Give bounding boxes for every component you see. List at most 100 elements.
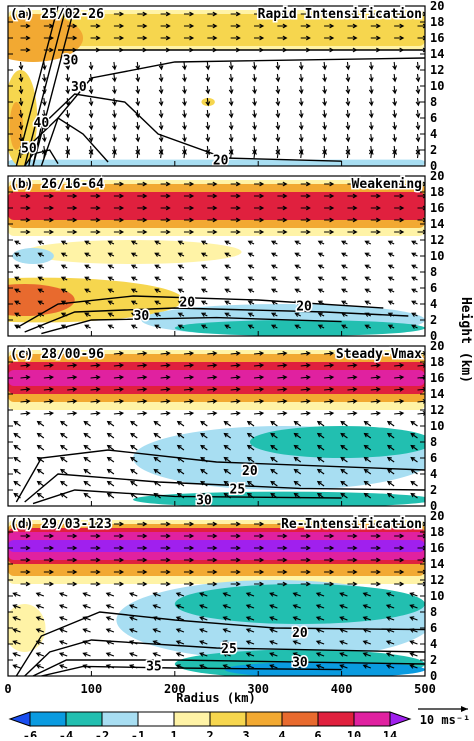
colorbar-label: 2: [206, 729, 213, 737]
wind-vector: [207, 387, 218, 392]
wind-vector: [177, 240, 185, 245]
wind-vector: [364, 252, 372, 257]
wind-vector: [207, 363, 218, 368]
wind-vector: [245, 652, 255, 657]
wind-vector: [137, 545, 148, 551]
wind-vector: [394, 399, 405, 404]
wind-vector: [392, 73, 398, 83]
wind-vector: [230, 569, 241, 575]
wind-vector: [230, 35, 241, 41]
wind-vector: [160, 217, 171, 223]
wind-vector: [277, 35, 288, 41]
wind-vector: [83, 456, 91, 463]
wind-vector: [137, 351, 148, 356]
contour-line: [32, 93, 342, 166]
wind-vector: [37, 240, 45, 245]
wind-vector: [322, 133, 327, 143]
wind-vector: [363, 456, 372, 463]
wind-vector: [177, 324, 185, 329]
wind-vector: [83, 492, 91, 499]
wind-vector: [43, 47, 55, 53]
wind-vector: [246, 444, 255, 451]
wind-vector: [12, 604, 21, 609]
wind-vector: [347, 351, 358, 356]
wind-vector: [300, 533, 311, 539]
wind-vector: [43, 533, 55, 539]
wind-vector: [392, 133, 398, 143]
wind-vector: [18, 97, 24, 107]
wind-vector: [300, 217, 311, 223]
wind-vector: [90, 387, 101, 392]
wind-vector: [298, 61, 304, 71]
colorbar-cell: [209, 711, 247, 727]
wind-vector: [300, 521, 311, 527]
wind-vector: [324, 11, 335, 17]
wind-vector: [84, 288, 91, 293]
wind-vector: [230, 581, 241, 587]
plot-area: 20 25 30 35: [8, 516, 425, 676]
wind-vector: [362, 592, 371, 597]
wind-vector: [223, 432, 231, 439]
wind-vector: [410, 492, 418, 499]
wind-vector: [392, 109, 398, 119]
wind-vector: [175, 604, 185, 609]
y-tick-label: 14: [430, 47, 444, 61]
wind-vector: [18, 61, 24, 71]
wind-vector: [20, 581, 31, 587]
wind-vector: [270, 312, 278, 317]
wind-vector: [294, 264, 301, 269]
wind-vector: [177, 264, 185, 269]
wind-vector: [246, 468, 255, 475]
wind-vector: [90, 581, 101, 587]
plot-area: 30 30 40 50 20: [8, 6, 425, 166]
wind-vector: [277, 557, 288, 563]
wind-vector: [207, 545, 218, 551]
wind-vector: [112, 133, 117, 143]
wind-vector: [183, 533, 195, 539]
wind-vector: [324, 387, 335, 392]
wind-vector: [245, 664, 255, 669]
wind-vector: [347, 569, 358, 575]
wind-vector: [246, 480, 255, 487]
wind-vector: [362, 604, 371, 609]
wind-vector: [160, 557, 171, 563]
wind-vector: [183, 375, 195, 380]
wind-vector: [43, 193, 55, 199]
wind-vector: [158, 61, 164, 71]
x-tick-label: 0: [4, 682, 11, 696]
colorbar-label: -2: [95, 729, 109, 737]
wind-vector: [253, 411, 265, 416]
wind-vector: [130, 456, 138, 463]
wind-vector: [253, 363, 265, 368]
wind-vector: [298, 133, 304, 143]
wind-vector: [277, 375, 288, 380]
wind-vector: [20, 181, 31, 187]
wind-vector: [67, 545, 78, 551]
wind-vector: [275, 145, 281, 155]
contour-line: [24, 473, 425, 503]
wind-vector: [300, 569, 311, 575]
wind-vector: [67, 35, 78, 41]
wind-vector: [293, 432, 302, 439]
wind-vector: [137, 35, 148, 41]
contour-line: [24, 307, 409, 333]
wind-vector: [368, 61, 374, 71]
wind-vector: [324, 229, 335, 235]
wind-vector: [315, 652, 325, 657]
panel: 20 25 30 (c) 28/00-96 Steady-Vmax 0 2 4 6 8 10 12 14…: [7, 339, 444, 513]
wind-vector: [20, 399, 31, 404]
wind-vector: [207, 229, 218, 235]
wind-vector: [340, 456, 348, 463]
wind-vector: [43, 11, 55, 17]
wind-vector: [112, 73, 117, 83]
wind-vector: [90, 35, 101, 41]
wind-vector: [364, 240, 372, 245]
wind-vector: [200, 444, 208, 451]
wind-vector: [370, 387, 381, 392]
wind-vector: [90, 569, 101, 575]
wind-vector: [67, 217, 78, 223]
wind-vector: [182, 97, 187, 107]
wind-vector: [130, 252, 138, 257]
wind-vector: [222, 664, 231, 669]
wind-vector: [364, 264, 372, 269]
